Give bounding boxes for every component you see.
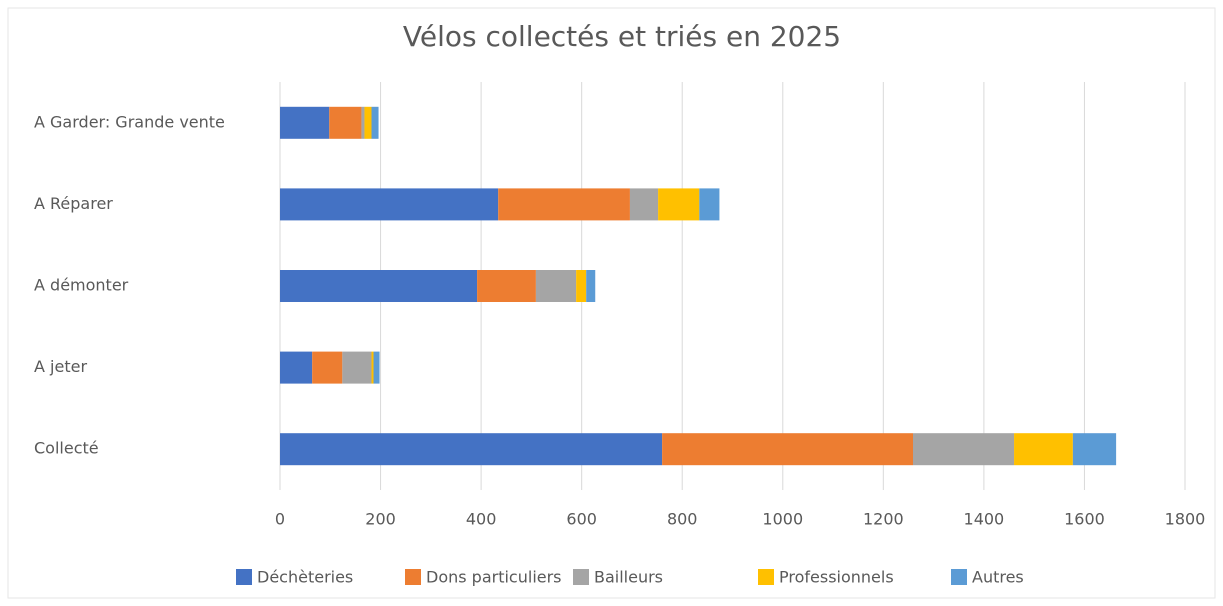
legend-label: Dons particuliers (426, 568, 562, 587)
x-tick-label: 1400 (964, 510, 1005, 529)
x-tick-label: 1800 (1165, 510, 1206, 529)
legend-swatch (951, 569, 967, 585)
bar-segment (576, 270, 587, 302)
bar-segment (280, 106, 330, 139)
x-tick-label: 400 (466, 510, 497, 529)
x-tick-label: 200 (365, 510, 396, 529)
bar-segment (342, 351, 372, 384)
bar-segment (1014, 433, 1073, 466)
chart-border (7, 7, 1216, 599)
x-tick-label: 600 (566, 510, 597, 529)
bar-segment (658, 188, 700, 221)
bar-segment (477, 270, 536, 302)
legend-label: Déchèteries (257, 568, 353, 587)
bar-segment (371, 106, 379, 139)
y-tick-label: A jeter (34, 357, 87, 376)
legend-label: Bailleurs (594, 568, 663, 587)
chart-title: Vélos collectés et triés en 2025 (403, 20, 841, 53)
bar-segment (912, 433, 1015, 466)
bar-segment (364, 106, 372, 139)
bar-segment (699, 188, 720, 221)
bar-segment (329, 106, 362, 139)
legend-swatch (573, 569, 589, 585)
legend-label: Autres (972, 568, 1024, 587)
y-tick-label: A Garder: Grande vente (34, 112, 225, 131)
legend-label: Professionnels (779, 568, 894, 587)
bar-segment (586, 270, 596, 302)
x-tick-label: 800 (667, 510, 698, 529)
legend-swatch (405, 569, 421, 585)
bar-segment (373, 351, 380, 384)
x-tick-label: 1600 (1064, 510, 1105, 529)
bar-segment (312, 351, 343, 384)
bar-segment (1072, 433, 1117, 466)
y-tick-label: A démonter (34, 276, 129, 295)
bar-segment (280, 351, 313, 384)
y-tick-label: Collecté (34, 439, 99, 458)
bar-segment (280, 188, 499, 221)
bar-segment (498, 188, 630, 221)
bar-segment (280, 270, 478, 302)
x-tick-label: 1200 (863, 510, 904, 529)
bar-segment (371, 351, 374, 384)
legend-swatch (236, 569, 252, 585)
x-tick-label: 0 (275, 510, 285, 529)
bar-segment (361, 106, 365, 139)
legend-swatch (758, 569, 774, 585)
y-tick-label: A Réparer (34, 194, 113, 213)
bar-segment (535, 270, 577, 302)
bar-segment (629, 188, 659, 221)
bar-segment (280, 433, 663, 466)
bar-segment (662, 433, 913, 466)
x-tick-label: 1000 (762, 510, 803, 529)
